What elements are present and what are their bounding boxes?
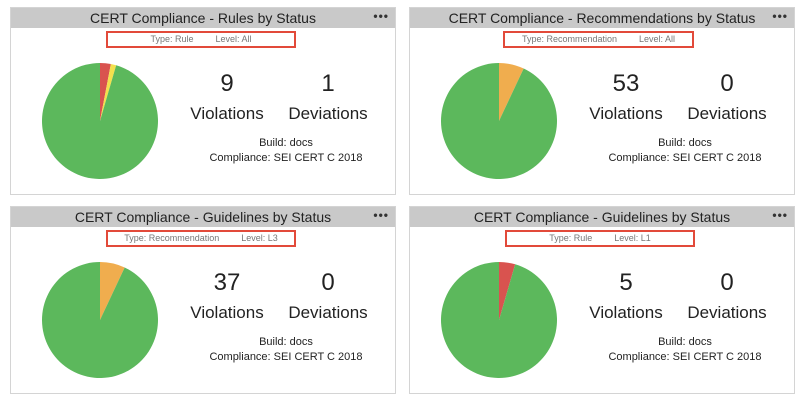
widget-recommendations-by-status: CERT Compliance - Recommendations by Sta… [409,7,795,195]
filter-badge[interactable]: Type: Recommendation Level: L3 [106,230,296,247]
deviations-label: Deviations [687,303,767,322]
pie-slice-deviation[interactable] [499,63,524,121]
pie-slice-violation[interactable] [100,63,111,121]
violations-label: Violations [589,104,663,123]
compliance-text: Compliance: SEI CERT C 2018 [608,152,762,164]
widget-title: CERT Compliance - Rules by Status [90,10,316,26]
status-pie-chart[interactable] [42,63,158,179]
violations-count[interactable]: 37 [213,269,241,296]
deviations-count[interactable]: 0 [321,269,335,296]
filter-level: Level: All [639,34,676,44]
deviations-label: Deviations [288,303,368,322]
widget-header: CERT Compliance - Rules by Status ••• [11,8,395,28]
deviations-count[interactable]: 1 [321,70,335,97]
build-text: Build: docs [658,137,712,149]
widget-meta: Build: docs Compliance: SEI CERT C 2018 [580,335,790,365]
widget-header: CERT Compliance - Guidelines by Status •… [11,207,395,227]
pie-slice-violation[interactable] [499,262,516,320]
widget-title: CERT Compliance - Guidelines by Status [74,209,332,225]
violations-count[interactable]: 5 [619,269,633,296]
build-text: Build: docs [259,137,313,149]
deviations-count[interactable]: 0 [720,70,734,97]
widget-guidelines-by-status-l3: CERT Compliance - Guidelines by Status •… [10,206,396,394]
pie-slice-warn[interactable] [100,64,117,121]
filter-badge[interactable]: Type: Rule Level: L1 [505,230,695,247]
build-text: Build: docs [259,336,313,348]
filter-level: Level: All [215,34,252,44]
violations-label: Violations [190,303,264,322]
pie-slice-compliant[interactable] [42,262,158,378]
filter-type: Type: Recommendation [521,34,618,44]
violations-label: Violations [190,104,264,123]
deviations-label: Deviations [687,104,767,123]
violations-count[interactable]: 53 [612,70,640,97]
pie-slice-compliant[interactable] [42,63,158,179]
deviations-label: Deviations [288,104,368,123]
filter-badge[interactable]: Type: Recommendation Level: All [503,31,694,48]
violations-label: Violations [589,303,663,322]
filter-level: Level: L3 [241,233,278,243]
pie-slice-compliant[interactable] [441,63,557,179]
filter-type: Type: Rule [150,34,194,44]
filter-badge[interactable]: Type: Rule Level: All [106,31,296,48]
widget-menu-icon[interactable]: ••• [373,208,389,222]
compliance-text: Compliance: SEI CERT C 2018 [209,152,363,164]
pie-slice-deviation[interactable] [100,262,125,320]
build-text: Build: docs [658,336,712,348]
violations-count[interactable]: 9 [220,70,234,97]
status-pie-chart[interactable] [42,262,158,378]
status-pie-chart[interactable] [441,63,557,179]
filter-type: Type: Rule [549,233,593,243]
widget-rules-by-status: CERT Compliance - Rules by Status ••• Ty… [10,7,396,195]
filter-type: Type: Recommendation [124,233,220,243]
widget-menu-icon[interactable]: ••• [373,9,389,23]
widget-title: CERT Compliance - Guidelines by Status [473,209,731,225]
widget-header: CERT Compliance - Recommendations by Sta… [410,8,794,28]
widget-guidelines-by-status-l1: CERT Compliance - Guidelines by Status •… [409,206,795,394]
compliance-text: Compliance: SEI CERT C 2018 [608,351,762,363]
widget-meta: Build: docs Compliance: SEI CERT C 2018 [181,136,391,166]
widget-meta: Build: docs Compliance: SEI CERT C 2018 [181,335,391,365]
widget-meta: Build: docs Compliance: SEI CERT C 2018 [580,136,790,166]
widget-menu-icon[interactable]: ••• [772,208,788,222]
status-pie-chart[interactable] [441,262,557,378]
widget-menu-icon[interactable]: ••• [772,9,788,23]
widget-header: CERT Compliance - Guidelines by Status •… [410,207,794,227]
widget-title: CERT Compliance - Recommendations by Sta… [448,10,756,26]
filter-level: Level: L1 [614,233,651,243]
compliance-text: Compliance: SEI CERT C 2018 [209,351,363,363]
deviations-count[interactable]: 0 [720,269,734,296]
pie-slice-compliant[interactable] [441,262,557,378]
